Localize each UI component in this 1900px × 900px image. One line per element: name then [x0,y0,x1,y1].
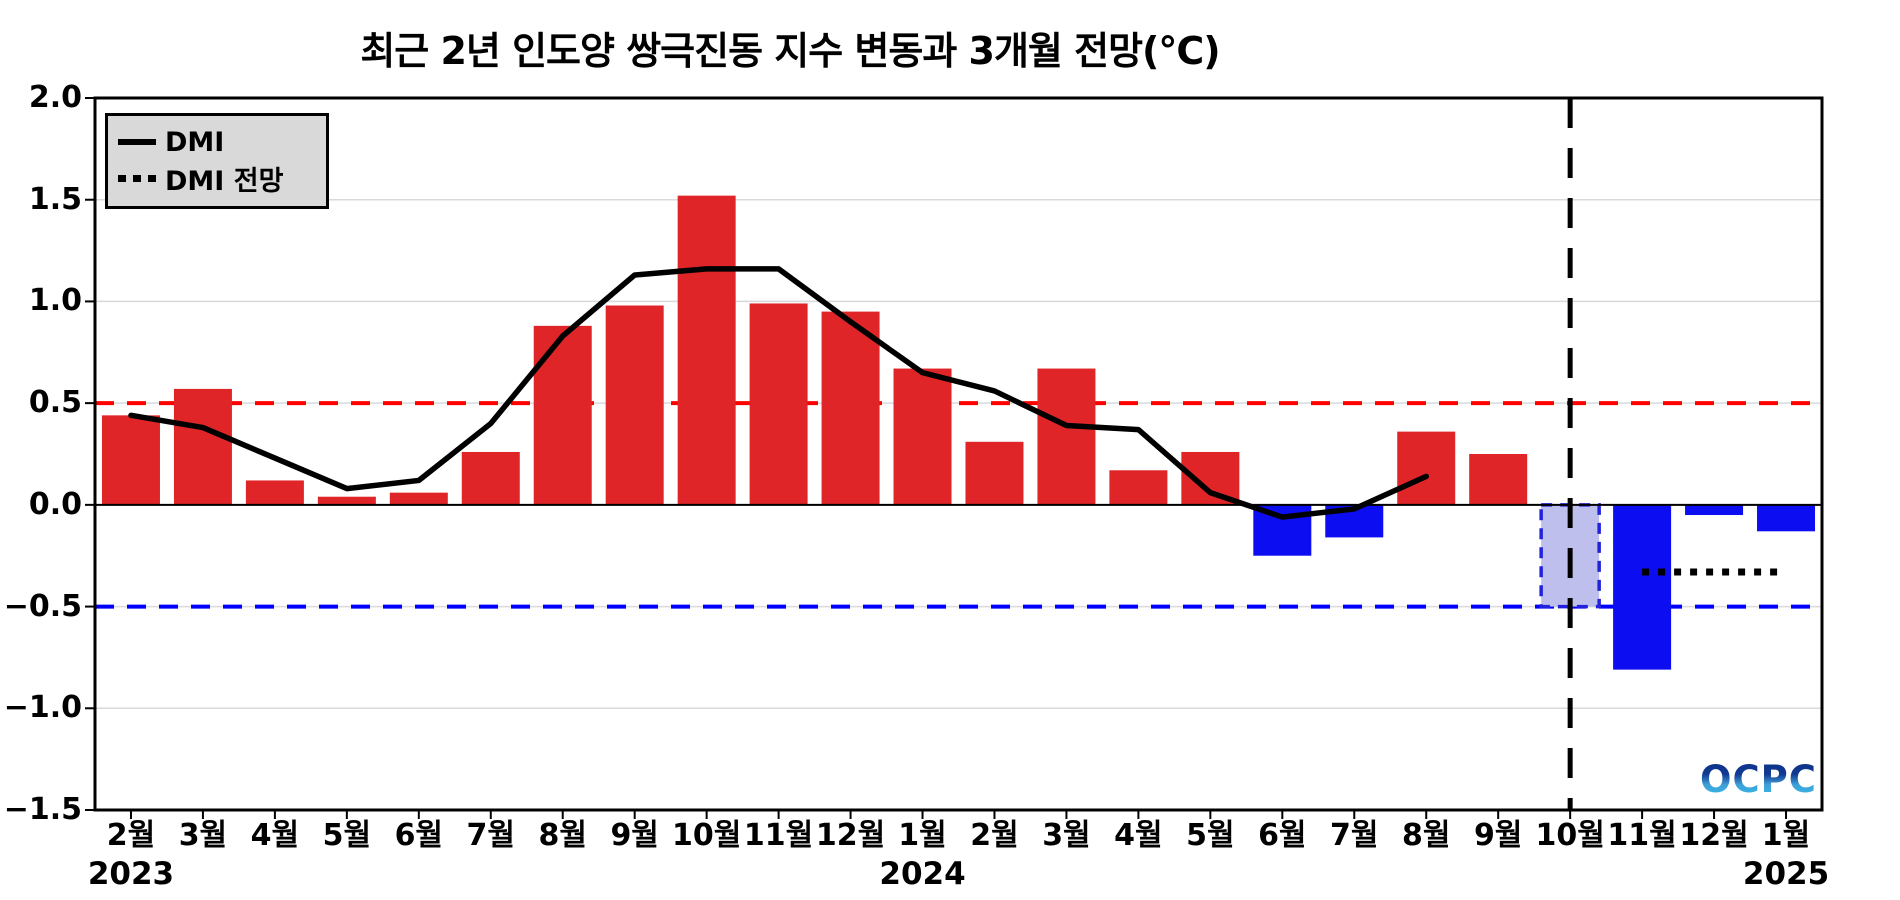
legend-item-dmi-forecast: DMI 전망 [118,160,316,197]
x-tick-label: 12월 [815,818,886,853]
positive-bar [245,480,304,505]
x-tick-label: 3월 [178,818,228,853]
negative-bar [1685,504,1744,516]
positive-bar [893,368,952,505]
x-tick-label: 1월 [898,818,947,853]
x-tick-label: 7월 [1330,818,1379,853]
x-tick-label: 1월 [1761,818,1811,853]
x-tick-label: 8월 [1401,818,1451,853]
y-tick-label: 1.0 [28,283,82,319]
positive-bar [173,388,232,505]
legend: DMI DMI 전망 [105,113,329,209]
negative-bar [1757,504,1816,532]
x-tick-label: 10월 [1535,818,1605,853]
positive-bar [533,325,592,505]
y-tick-label: 0.0 [28,486,82,522]
x-tick-label: 10월 [671,818,742,853]
x-tick-label: 7월 [466,818,515,853]
x-tick-label: 5월 [1186,818,1235,853]
positive-bar [1037,368,1096,505]
ocpc-logo: OCPC [1700,758,1817,801]
y-tick-label: 1.5 [28,181,82,217]
x-tick-label: 11월 [1607,818,1677,853]
year-label: 2023 [87,856,175,892]
legend-dmi-label: DMI [165,126,225,158]
x-tick-label: 5월 [322,818,372,853]
positive-bar [605,305,664,505]
x-tick-label: 8월 [538,818,587,853]
positive-bar [1469,454,1528,505]
positive-bar [965,441,1024,505]
y-tick-label: −0.5 [3,588,82,624]
dmi-line [128,266,1429,520]
positive-bar [389,492,448,505]
dmi-dotted-line-swatch [118,174,156,182]
x-tick-label: 4월 [1114,818,1163,853]
positive-bar [1397,431,1456,505]
positive-bar [317,496,376,505]
x-tick-label: 11월 [743,818,814,853]
legend-forecast-label: DMI 전망 [165,165,284,197]
dmi-solid-line-swatch [118,139,156,145]
positive-bar [461,451,520,505]
y-tick-label: −1.0 [3,690,82,726]
year-label: 2025 [1742,856,1830,892]
x-tick-label: 4월 [250,818,300,853]
positive-bar [821,311,880,505]
chart-title: 최근 2년 인도양 쌍극진동 지수 변동과 3개월 전망(°C) [360,29,1220,73]
x-tick-label: 2월 [106,818,156,853]
y-tick-label: −1.5 [3,792,82,827]
x-tick-label: 12월 [1679,818,1749,853]
legend-item-dmi: DMI [118,124,316,160]
positive-bar [677,195,736,505]
x-tick-label: 9월 [610,818,659,853]
year-label: 2024 [879,856,966,892]
x-tick-label: 6월 [394,818,444,853]
positive-bar [749,303,808,505]
x-tick-label: 6월 [1258,818,1307,853]
plot-border [93,96,1824,812]
negative-bar [1613,504,1672,670]
y-tick-label: 0.5 [28,385,82,421]
x-tick-label: 9월 [1473,818,1523,853]
positive-bar [101,415,160,505]
positive-bar [1109,470,1168,505]
x-tick-label: 3월 [1042,818,1091,853]
x-tick-label: 2월 [970,818,1019,853]
y-tick-label: 2.0 [28,80,82,115]
